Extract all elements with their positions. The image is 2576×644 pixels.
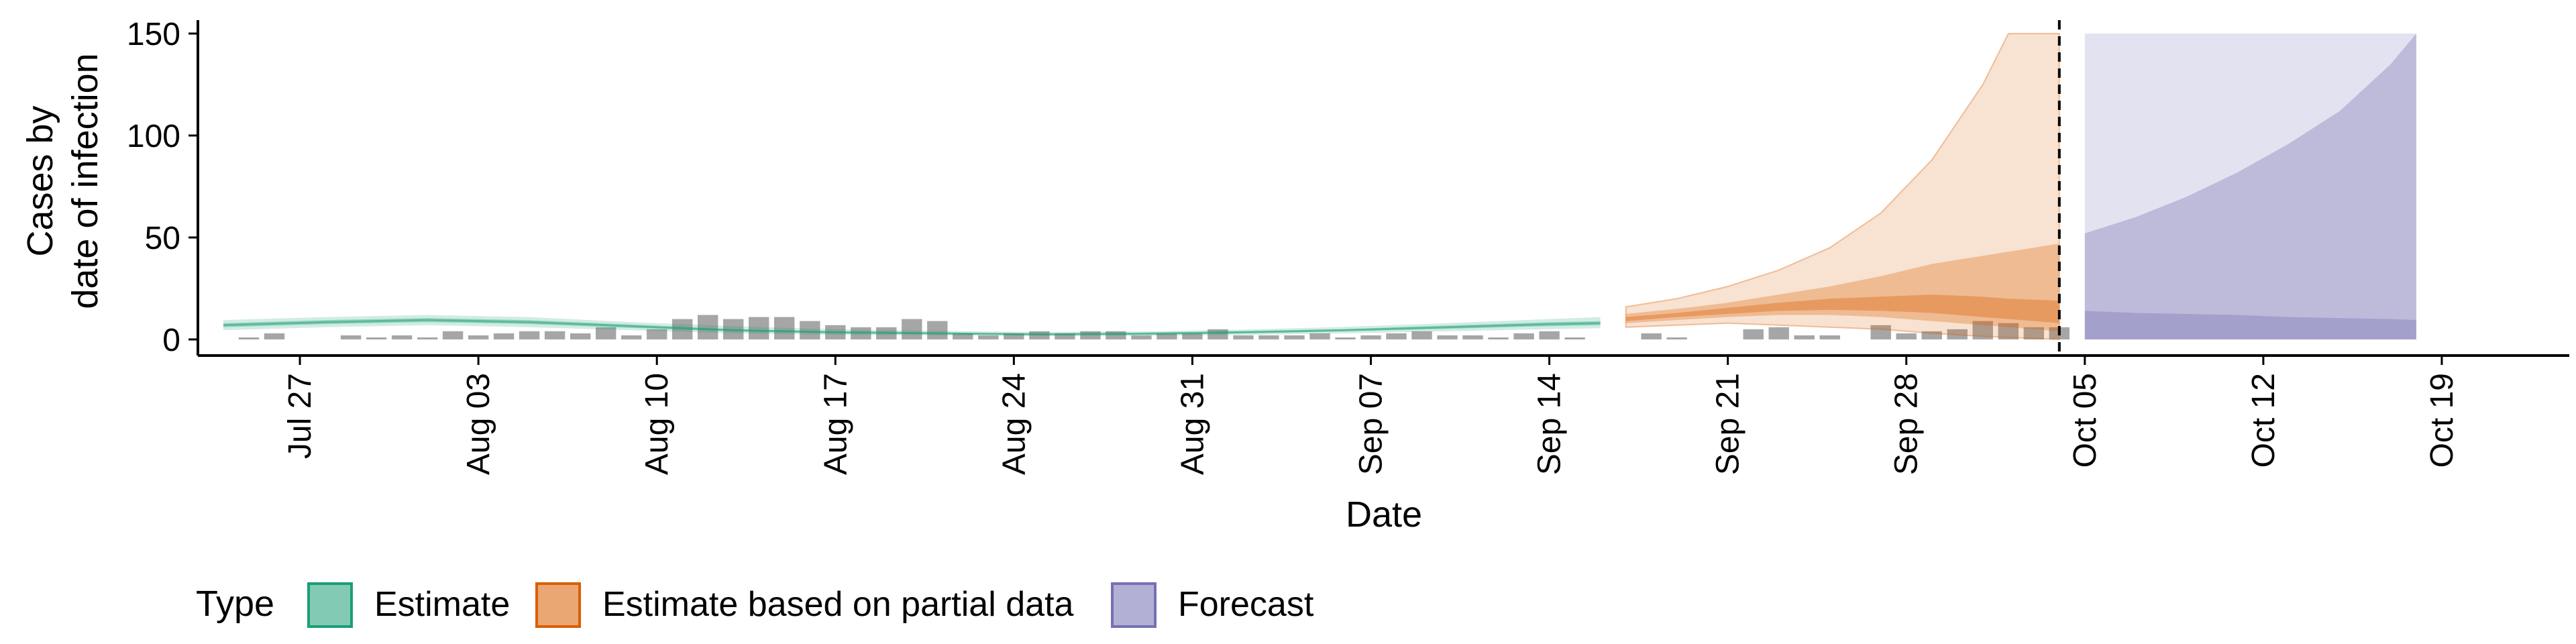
y-tick-label: 100 [127,119,180,154]
estimate-median-line [223,319,1601,335]
observed-case-bar [1386,333,1407,339]
observed-case-bar [2023,327,2044,339]
observed-case-bar [1462,335,1483,339]
forecast-ribbon-50 [2084,34,2416,339]
observed-case-bar [927,321,948,339]
legend-label: Estimate based on partial data [602,585,1074,624]
observed-case-bar [698,315,718,339]
partial-estimate-ribbon-20 [1625,294,2059,323]
legend-title: Type [196,584,274,624]
observed-case-bar [442,331,464,339]
x-tick-label: Sep 28 [1889,373,1925,475]
x-tick-label: Aug 17 [818,373,853,475]
observed-case-bar [1998,323,2019,339]
estimate-ribbon-90 [223,315,1601,336]
observed-case-bar [1768,327,1789,339]
x-tick-label: Oct 12 [2246,373,2282,468]
observed-case-bar [774,317,795,339]
observed-case-bar [1437,335,1458,339]
x-tick-label: Sep 07 [1354,373,1389,475]
estimate-ribbon-50 [223,318,1601,335]
y-axis-title-line-2: date of infection [65,53,105,309]
x-tick-label: Aug 31 [1175,373,1210,475]
x-tick-label: Aug 03 [461,373,496,475]
observed-case-bar [1233,335,1254,339]
observed-case-bar [1284,335,1305,339]
observed-case-bar [1666,337,1687,339]
observed-case-bar [1055,333,1075,339]
observed-case-bar [800,321,820,339]
observed-case-bar [1157,333,1177,339]
observed-case-bar [1794,335,1815,339]
observed-case-bar [519,331,540,339]
observed-case-bar [1539,331,1560,339]
observed-case-bar [1564,337,1585,339]
observed-case-bar [366,337,387,339]
x-tick-label: Aug 24 [996,373,1032,475]
y-tick-label: 50 [145,221,180,256]
observed-case-bar [340,335,362,339]
x-axis-title: Date [1346,494,1422,535]
observed-cases-bars [238,315,2070,339]
y-axis-title-line-1: Cases by [20,105,60,256]
observed-case-bar [621,335,642,339]
observed-case-bar [417,337,438,339]
observed-case-bar [1743,329,1764,339]
forecast-ribbon-20 [2084,311,2416,339]
observed-case-bar [1131,335,1152,339]
observed-case-bar [468,335,489,339]
observed-case-bar [1411,331,1432,339]
observed-case-bar [647,329,667,339]
legend-swatch [535,582,581,628]
forecast-ribbon-90 [2084,34,2416,339]
observed-case-bar [1309,333,1330,339]
y-tick-label: 150 [127,17,180,52]
observed-case-bar [544,331,566,339]
observed-case-bar [1947,329,1968,339]
observed-case-bar [978,335,999,339]
observed-case-bar [1641,333,1662,339]
observed-case-bar [1360,335,1381,339]
x-tick-label: Jul 27 [282,373,318,459]
x-axis-ticks: Jul 27 Aug 03 Aug 10 Aug 17 Aug 24 Aug 31 Sep … [282,356,2460,475]
observed-case-bar [596,327,616,339]
x-tick-label: Aug 10 [639,373,675,475]
x-tick-label: Sep 14 [1532,373,1568,475]
observed-case-bar [1896,333,1917,339]
observed-case-bar [953,333,973,339]
observed-case-bar [391,335,413,339]
legend-label: Forecast [1178,585,1314,624]
observed-case-bar [493,333,515,339]
observed-case-bar [1335,337,1356,339]
observed-case-bar [264,333,285,339]
legend-swatch [1111,582,1157,628]
observed-case-bar [1972,321,1993,339]
y-axis-ticks: 0 50 100 150 [127,17,198,358]
observed-case-bar [1182,333,1203,339]
observed-case-bar [1819,335,1840,339]
observed-case-bar [1921,331,1942,339]
x-tick-label: Sep 21 [1711,373,1746,475]
legend-swatch [307,582,353,628]
observed-case-bar [570,333,591,339]
partial-estimate-ribbon-90 [1625,33,2060,341]
observed-case-bar [1488,337,1509,339]
x-tick-label: Oct 19 [2424,373,2460,468]
x-tick-label: Oct 05 [2068,373,2103,468]
estimate-ribbons [223,33,2416,341]
y-tick-label: 0 [162,323,180,358]
observed-case-bar [902,319,922,339]
observed-case-bar [1258,335,1279,339]
observed-case-bar [1513,333,1534,339]
axes [197,20,2569,357]
partial-estimate-ribbon-50 [1625,244,2059,331]
observed-case-bar [749,317,769,339]
observed-case-bar [238,337,260,339]
legend-label: Estimate [374,585,510,624]
legend: Type Estimate Estimate based on partial d… [196,582,1314,628]
observed-case-bar [1870,325,1891,339]
observed-case-bar [1004,333,1024,339]
